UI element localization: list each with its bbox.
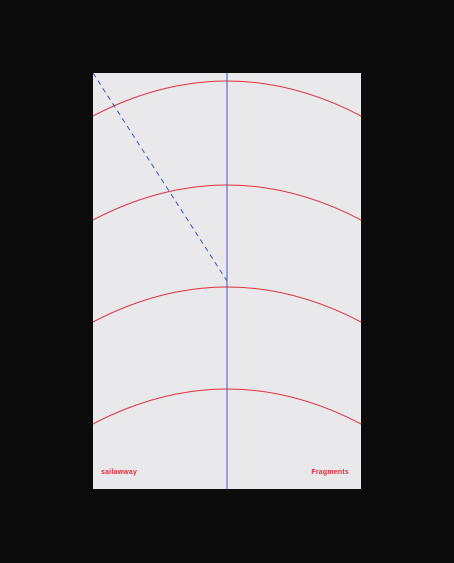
brand-right-label: Fragments [311,469,349,476]
poster-artwork [93,73,361,489]
poster-card: sailawway Fragments [93,73,361,489]
brand-left-label: sailawway [101,469,138,476]
blue-dashed-diagonal [93,73,228,282]
